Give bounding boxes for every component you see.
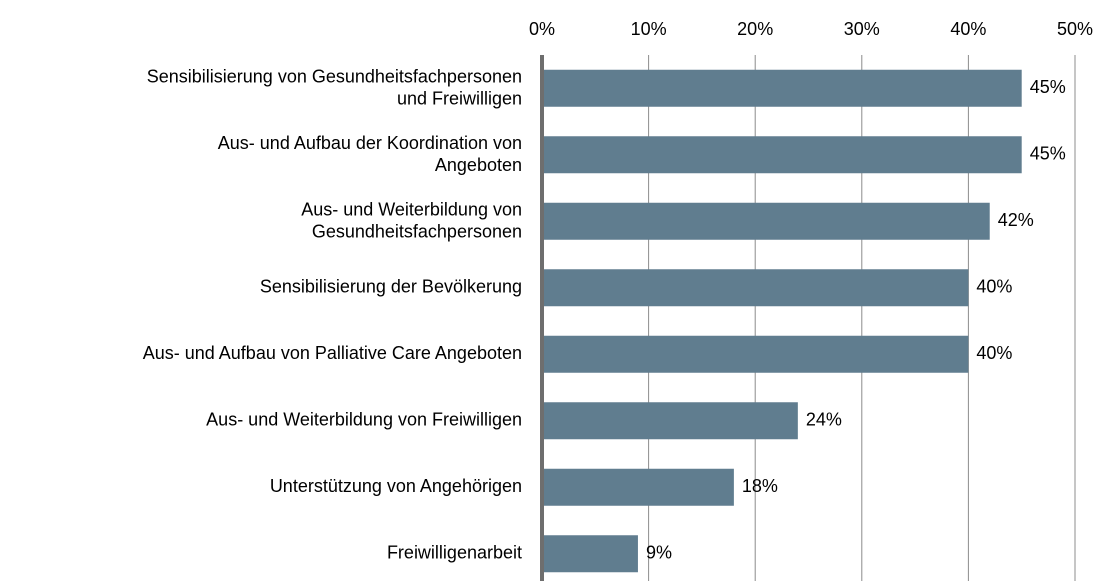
value-label: 18% [742, 476, 778, 496]
bar [542, 69, 1022, 107]
y-tick-label: Unterstützung von Angehörigen [270, 476, 522, 496]
x-tick-label: 20% [737, 19, 773, 39]
value-label: 42% [998, 210, 1034, 230]
y-tick-label: Freiwilligenarbeit [387, 543, 522, 563]
value-label: 40% [976, 277, 1012, 297]
x-tick-label: 30% [844, 19, 880, 39]
bar [542, 535, 638, 573]
value-label: 40% [976, 343, 1012, 363]
y-tick-label: Sensibilisierung der Bevölkerung [260, 277, 522, 297]
bar [542, 269, 969, 307]
y-tick-label: Aus- und Weiterbildung von Freiwilligen [206, 410, 522, 430]
y-tick-label: Sensibilisierung von Gesundheitsfachpers… [147, 66, 522, 108]
y-tick-label: Aus- und Aufbau von Palliative Care Ange… [143, 343, 522, 363]
bar [542, 468, 734, 506]
bar [542, 136, 1022, 174]
x-tick-label: 50% [1057, 19, 1093, 39]
value-label: 45% [1030, 77, 1066, 97]
value-label: 9% [646, 543, 672, 563]
y-tick-label: Aus- und Aufbau der Koordination von Ange… [218, 133, 522, 175]
x-tick-label: 0% [529, 19, 555, 39]
bar [542, 202, 990, 240]
x-tick-label: 40% [950, 19, 986, 39]
y-tick-label: Aus- und Weiterbildung von Gesundheitsfac… [301, 199, 522, 241]
value-label: 24% [806, 410, 842, 430]
bar [542, 335, 969, 373]
bar [542, 402, 798, 440]
x-tick-label: 10% [631, 19, 667, 39]
value-label: 45% [1030, 144, 1066, 164]
